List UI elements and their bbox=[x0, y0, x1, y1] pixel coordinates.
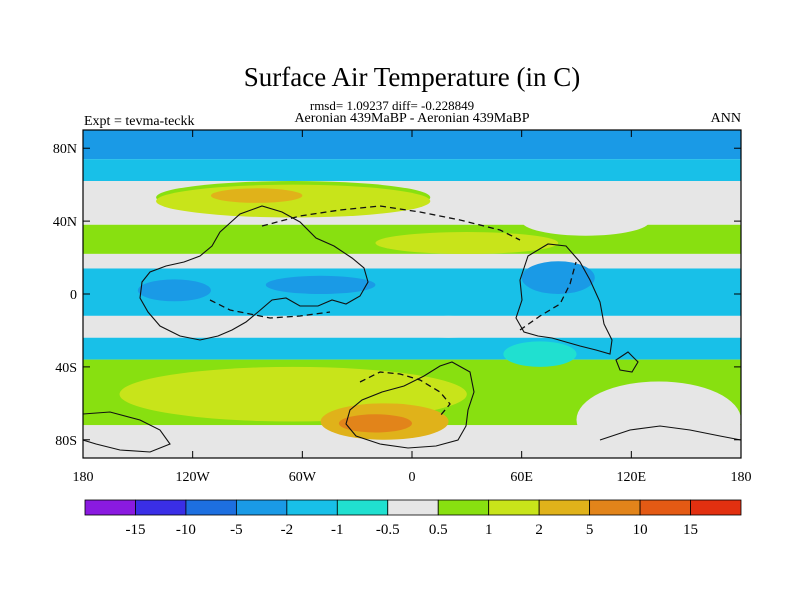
central-dashed-boundary bbox=[209, 299, 331, 319]
colorbar-label: 10 bbox=[633, 522, 648, 538]
anomaly-region-12 bbox=[338, 414, 413, 433]
colorbar-label: -0.5 bbox=[376, 522, 400, 538]
anomaly-region-5 bbox=[137, 279, 211, 302]
y-tick-label: 0 bbox=[70, 288, 77, 303]
southeast-coastline bbox=[599, 425, 741, 441]
colorbar-swatch bbox=[538, 499, 591, 516]
anomaly-region-1 bbox=[156, 184, 431, 218]
temperature-field bbox=[83, 130, 741, 458]
x-tick-label: 180 bbox=[73, 470, 94, 485]
northern-dashed-boundary bbox=[261, 205, 521, 241]
north-landmass-coastline bbox=[139, 205, 369, 341]
colorbar-swatch bbox=[84, 499, 136, 516]
southern-dashed-boundary bbox=[359, 371, 451, 417]
colorbar-label: -15 bbox=[125, 522, 145, 538]
anomaly-region-4 bbox=[521, 206, 650, 236]
colorbar-swatch bbox=[336, 499, 389, 516]
colorbar-label: 2 bbox=[535, 522, 543, 538]
map-axes: 180 120W 60W 0 60E 120E 180 80N 40N 0 40S 80S bbox=[53, 130, 752, 485]
anomaly-region-7 bbox=[521, 261, 595, 294]
colorbar-swatch bbox=[286, 499, 338, 516]
chart-title: Surface Air Temperature (in C) bbox=[244, 62, 581, 92]
colorbar-swatch bbox=[135, 499, 187, 516]
x-tick-label: 60E bbox=[510, 470, 533, 485]
season-label: ANN bbox=[711, 111, 741, 126]
colorbar-swatch bbox=[185, 499, 237, 516]
y-tick-label: 40S bbox=[55, 361, 77, 376]
period-label: Aeronian 439MaBP - Aeronian 439MaBP bbox=[294, 111, 529, 126]
island-coastline bbox=[615, 351, 639, 373]
y-tick-label: 80N bbox=[53, 142, 77, 157]
southern-coastline bbox=[83, 411, 171, 453]
south-landmass-coastline bbox=[345, 361, 475, 449]
colorbar-label: -1 bbox=[331, 522, 344, 538]
anomaly-region-9 bbox=[503, 341, 577, 367]
x-tick-label: 0 bbox=[409, 470, 416, 485]
colorbar-label: 5 bbox=[586, 522, 594, 538]
anomaly-region-3 bbox=[375, 232, 559, 254]
colorbar-label: 15 bbox=[683, 522, 698, 538]
boundary-dashes bbox=[209, 205, 577, 417]
band-1 bbox=[83, 159, 741, 182]
band-7 bbox=[83, 337, 741, 360]
colorbar-label: -5 bbox=[230, 522, 243, 538]
colorbar-label: 0.5 bbox=[429, 522, 448, 538]
colorbar-swatch bbox=[639, 499, 691, 516]
colorbar-label: 1 bbox=[485, 522, 493, 538]
east-landmass-coastline bbox=[515, 243, 613, 355]
colorbar-swatch bbox=[437, 499, 490, 516]
anomaly-region-13 bbox=[576, 381, 741, 458]
stats-line: rmsd= 1.09237 diff= -0.228849 bbox=[310, 98, 474, 113]
y-tick-label: 80S bbox=[55, 434, 77, 449]
band-4 bbox=[83, 253, 741, 269]
colorbar-swatch bbox=[235, 499, 288, 516]
colorbar-swatch bbox=[387, 499, 439, 516]
coastlines bbox=[83, 205, 741, 453]
anomaly-region-2 bbox=[210, 188, 303, 203]
colorbar-swatch bbox=[488, 499, 540, 516]
x-tick-label: 120W bbox=[176, 470, 211, 485]
x-tick-label: 120E bbox=[617, 470, 647, 485]
colorbar-swatch bbox=[690, 499, 742, 516]
x-tick-label: 60W bbox=[289, 470, 317, 485]
experiment-label: Expt = tevma-teckk bbox=[84, 114, 195, 129]
anomaly-region-6 bbox=[265, 275, 376, 294]
colorbar-swatch bbox=[589, 499, 641, 516]
anomaly-region-8 bbox=[393, 315, 504, 338]
y-tick-label: 40N bbox=[53, 215, 77, 230]
colorbar-label: -10 bbox=[176, 522, 196, 538]
x-tick-label: 180 bbox=[731, 470, 752, 485]
colorbar: -15 -10 -5 -2 -1 -0.5 0.5 1 2 5 10 15 bbox=[84, 499, 742, 538]
colorbar-label: -2 bbox=[281, 522, 294, 538]
